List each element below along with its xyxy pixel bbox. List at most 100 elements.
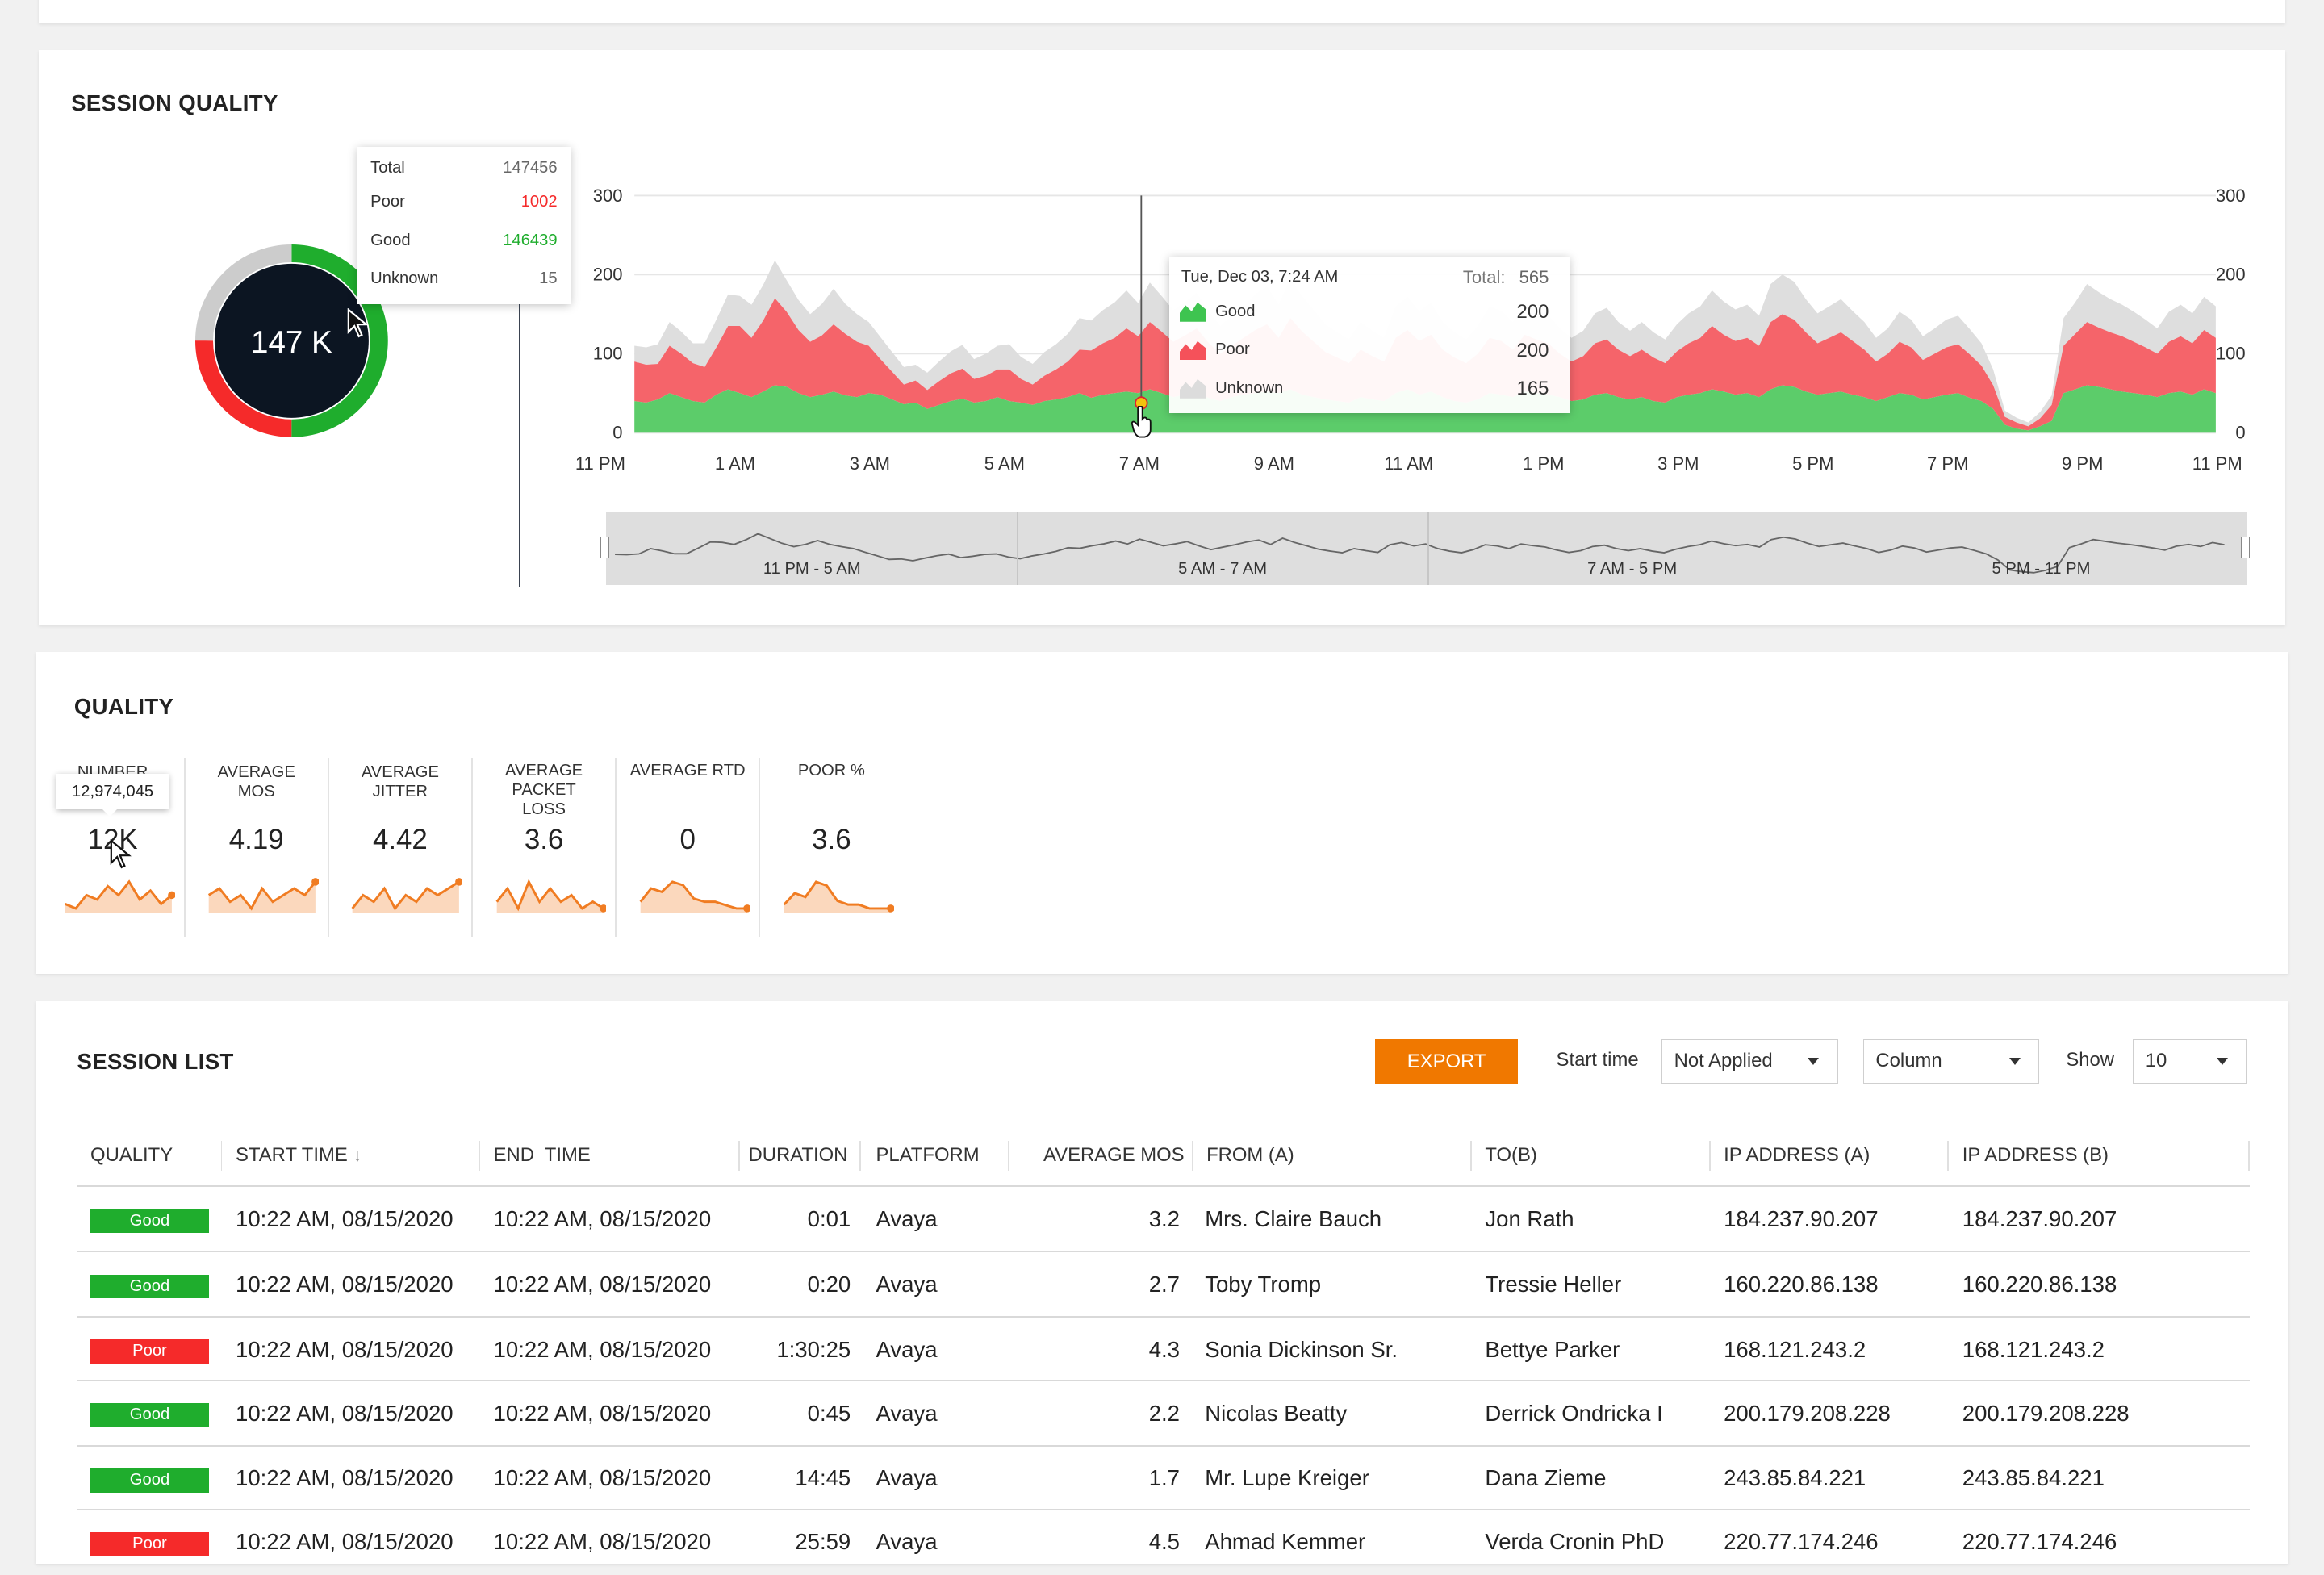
navigator-label: 11 PM - 5 AM — [763, 560, 861, 579]
sparkline-end-dot — [455, 878, 463, 886]
cell-end-time: 10:22 AM, 08/15/2020 — [493, 1336, 712, 1362]
cell-start-time: 10:22 AM, 08/15/2020 — [236, 1400, 454, 1426]
sparkline-area — [65, 881, 173, 913]
sparkline-end-dot — [599, 904, 607, 913]
hand-cursor-icon — [1131, 406, 1152, 438]
start-time-select[interactable]: Not Applied — [1661, 1038, 1838, 1084]
cell-start-time: 10:22 AM, 08/15/2020 — [236, 1206, 454, 1232]
export-button[interactable]: EXPORT — [1375, 1038, 1518, 1085]
table-row[interactable]: Good 10:22 AM, 08/15/2020 10:22 AM, 08/1… — [77, 1447, 2251, 1512]
cell-duration: 0:45 — [807, 1400, 851, 1426]
column-separator — [1947, 1141, 1950, 1171]
cell-ip-b: 184.237.90.207 — [1962, 1206, 2117, 1232]
row-rule — [77, 1508, 2251, 1510]
hover-poor-label: Poor — [1215, 340, 1250, 359]
table-row[interactable]: Poor 10:22 AM, 08/15/2020 10:22 AM, 08/1… — [77, 1318, 2251, 1383]
row-rule — [77, 1444, 2251, 1447]
kpi-average-packet-loss[interactable]: AVERAGE PACKET LOSS 3.6 — [473, 756, 615, 934]
time-navigator[interactable]: 11 PM - 5 AM 5 AM - 7 AM 7 AM - 5 PM 5 P… — [600, 511, 2251, 586]
table-header-rule — [77, 1185, 2251, 1188]
x-tick-label: 11 PM — [2192, 453, 2242, 474]
kpi-poor-percent[interactable]: POOR % 3.6 — [760, 756, 902, 934]
y-tick-label: 200 — [2216, 265, 2246, 285]
donut-poor-arc[interactable] — [195, 244, 389, 437]
cell-ip-b: 243.85.84.221 — [1962, 1465, 2105, 1491]
sparkline-end-dot — [168, 891, 175, 900]
show-label: Show — [2066, 1049, 2115, 1072]
column-select-value: Column — [1875, 1050, 1942, 1072]
column-header-start-time[interactable]: START TIME ↓ — [236, 1144, 362, 1167]
y-tick-label: 100 — [2216, 344, 2246, 364]
cell-end-time: 10:22 AM, 08/15/2020 — [493, 1465, 712, 1491]
column-header-end-time[interactable]: END TIME — [493, 1143, 591, 1166]
table-row[interactable]: Good 10:22 AM, 08/15/2020 10:22 AM, 08/1… — [77, 1252, 2251, 1318]
cell-duration: 0:01 — [807, 1206, 851, 1232]
sparkline-line — [783, 880, 891, 910]
hover-total-value: 565 — [1519, 266, 1549, 287]
column-header-ip-a[interactable]: IP ADDRESS (A) — [1724, 1143, 1870, 1166]
navigator-series-line — [615, 533, 2225, 574]
kpi-value: 3.6 — [812, 824, 851, 856]
column-header-to[interactable]: TO(B) — [1485, 1143, 1537, 1166]
kpi-label: AVERAGE MOS — [217, 762, 295, 800]
navigator-right-handle[interactable] — [2241, 536, 2251, 559]
hover-unknown-value: 165 — [1516, 378, 1549, 400]
navigator-label: 5 PM - 11 PM — [1992, 560, 2091, 579]
hover-good-label: Good — [1215, 302, 1256, 320]
x-tick-label: 1 AM — [715, 453, 755, 474]
cell-start-time: 10:22 AM, 08/15/2020 — [236, 1336, 454, 1362]
cell-to: Verda Cronin PhD — [1485, 1529, 1665, 1555]
kpi-average-mos[interactable]: AVERAGE MOS 4.19 — [186, 756, 328, 934]
x-tick-label: 7 AM — [1119, 453, 1160, 474]
kpi-average-rtd[interactable]: AVERAGE RTD 0 — [617, 756, 759, 934]
quality-donut-chart[interactable]: 147 K — [195, 244, 389, 437]
sparkline-area — [353, 881, 460, 913]
kpi-value: 3.6 — [524, 824, 564, 856]
column-header-average-mos[interactable]: AVERAGE MOS — [1043, 1143, 1185, 1166]
navigator-divider — [1836, 511, 1838, 586]
column-header-ip-b[interactable]: IP ADDRESS (B) — [1962, 1143, 2109, 1166]
kpi-sparkline — [639, 880, 750, 913]
cell-end-time: 10:22 AM, 08/15/2020 — [493, 1271, 712, 1297]
cell-from: Mrs. Claire Bauch — [1205, 1206, 1382, 1232]
sparkline-area — [496, 881, 604, 913]
column-separator — [220, 1141, 223, 1171]
session-list-card: SESSION LIST — [36, 1000, 2288, 1564]
tip-total-label: Total — [370, 158, 405, 177]
column-header-duration[interactable]: DURATION — [748, 1143, 848, 1166]
kpi-average-jitter[interactable]: AVERAGE JITTER 4.42 — [329, 756, 471, 934]
x-tick-label: 9 AM — [1254, 453, 1294, 474]
session-list-title: SESSION LIST — [77, 1049, 234, 1075]
chevron-down-icon — [2217, 1057, 2229, 1065]
column-header-quality[interactable]: QUALITY — [90, 1143, 173, 1166]
column-header-platform[interactable]: PLATFORM — [876, 1143, 980, 1166]
cell-start-time: 10:22 AM, 08/15/2020 — [236, 1529, 454, 1555]
cell-platform: Avaya — [876, 1400, 938, 1426]
navigator-left-handle[interactable] — [600, 536, 609, 559]
chevron-down-icon — [2009, 1057, 2021, 1065]
sparkline-end-dot — [887, 904, 894, 913]
show-count-select[interactable]: 10 — [2133, 1038, 2247, 1084]
cell-to: Bettye Parker — [1485, 1336, 1620, 1362]
kpi-divider — [759, 758, 761, 937]
row-rule — [77, 1379, 2251, 1381]
tip-good-value: 146439 — [503, 231, 558, 249]
column-select[interactable]: Column — [1862, 1038, 2040, 1084]
tooltip-arrow — [102, 809, 117, 817]
column-header-from[interactable]: FROM (A) — [1206, 1143, 1294, 1166]
kpi-sparkline — [65, 879, 175, 913]
cell-start-time: 10:22 AM, 08/15/2020 — [236, 1465, 454, 1491]
table-row[interactable]: Good 10:22 AM, 08/15/2020 10:22 AM, 08/1… — [77, 1381, 2251, 1447]
kpi-divider — [615, 758, 617, 937]
table-row[interactable]: Good 10:22 AM, 08/15/2020 10:22 AM, 08/1… — [77, 1187, 2251, 1252]
sparkline-end-dot — [311, 878, 319, 886]
donut-unknown-arc[interactable] — [195, 244, 389, 437]
sparkline-line — [208, 880, 317, 911]
cell-ip-a: 184.237.90.207 — [1724, 1206, 1879, 1232]
kpi-value: 4.42 — [372, 824, 428, 856]
good-series-icon — [1180, 302, 1207, 322]
row-rule — [77, 1315, 2251, 1318]
cell-platform: Avaya — [876, 1206, 938, 1232]
table-row[interactable]: Poor 10:22 AM, 08/15/2020 10:22 AM, 08/1… — [77, 1510, 2251, 1575]
donut-tooltip: Total 147456 Poor 1002 Good 146439 Unkno… — [357, 146, 571, 304]
